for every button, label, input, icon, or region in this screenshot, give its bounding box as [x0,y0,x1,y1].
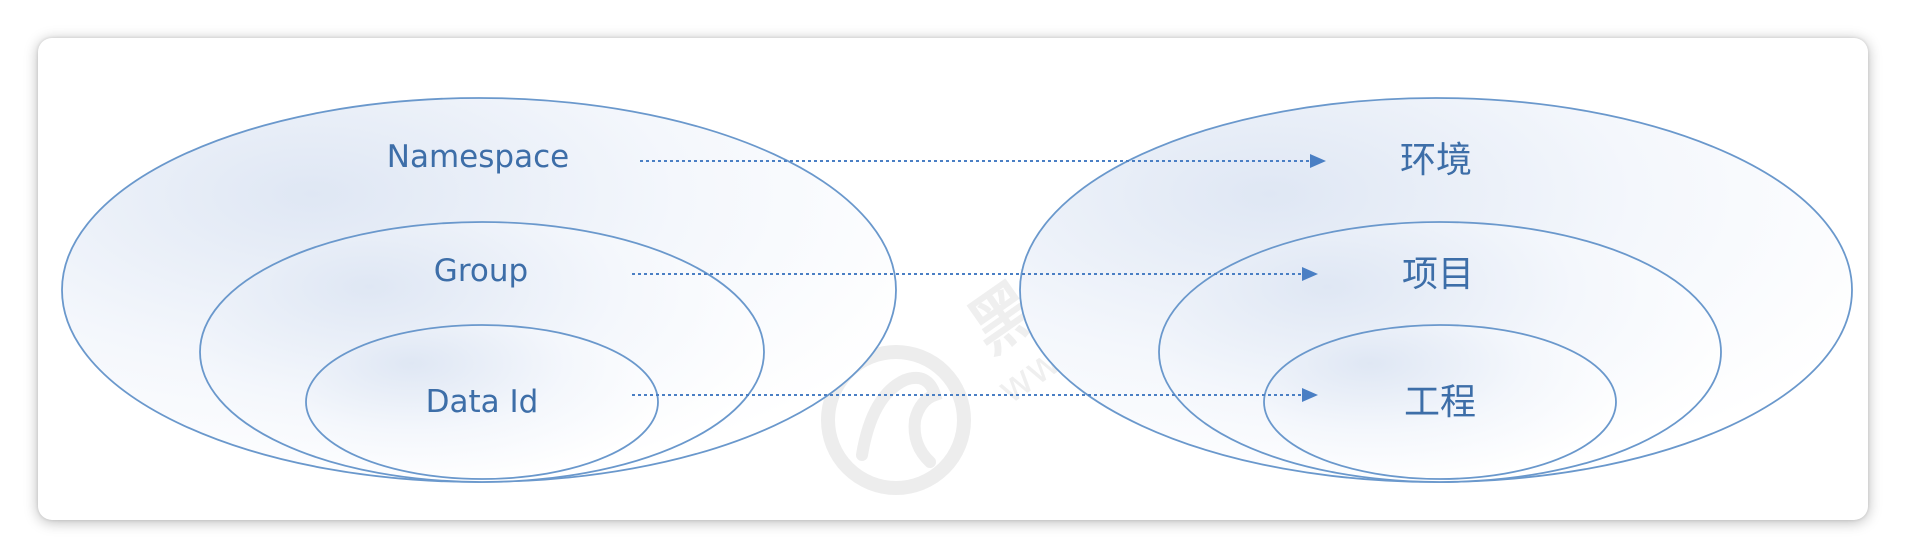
right-ellipse-group [1019,97,1853,483]
namespace-label: Namespace [387,139,569,175]
group-label: Group [434,253,528,289]
project-label: 项目 [1402,254,1474,295]
left-ellipse-group [61,97,897,483]
data-id-ellipse [305,324,659,480]
data-id-label: Data Id [426,384,539,420]
module-label: 工程 [1404,382,1476,423]
mapping-arrows [632,154,1326,402]
environment-label: 环境 [1400,140,1472,181]
module-ellipse [1263,324,1617,480]
